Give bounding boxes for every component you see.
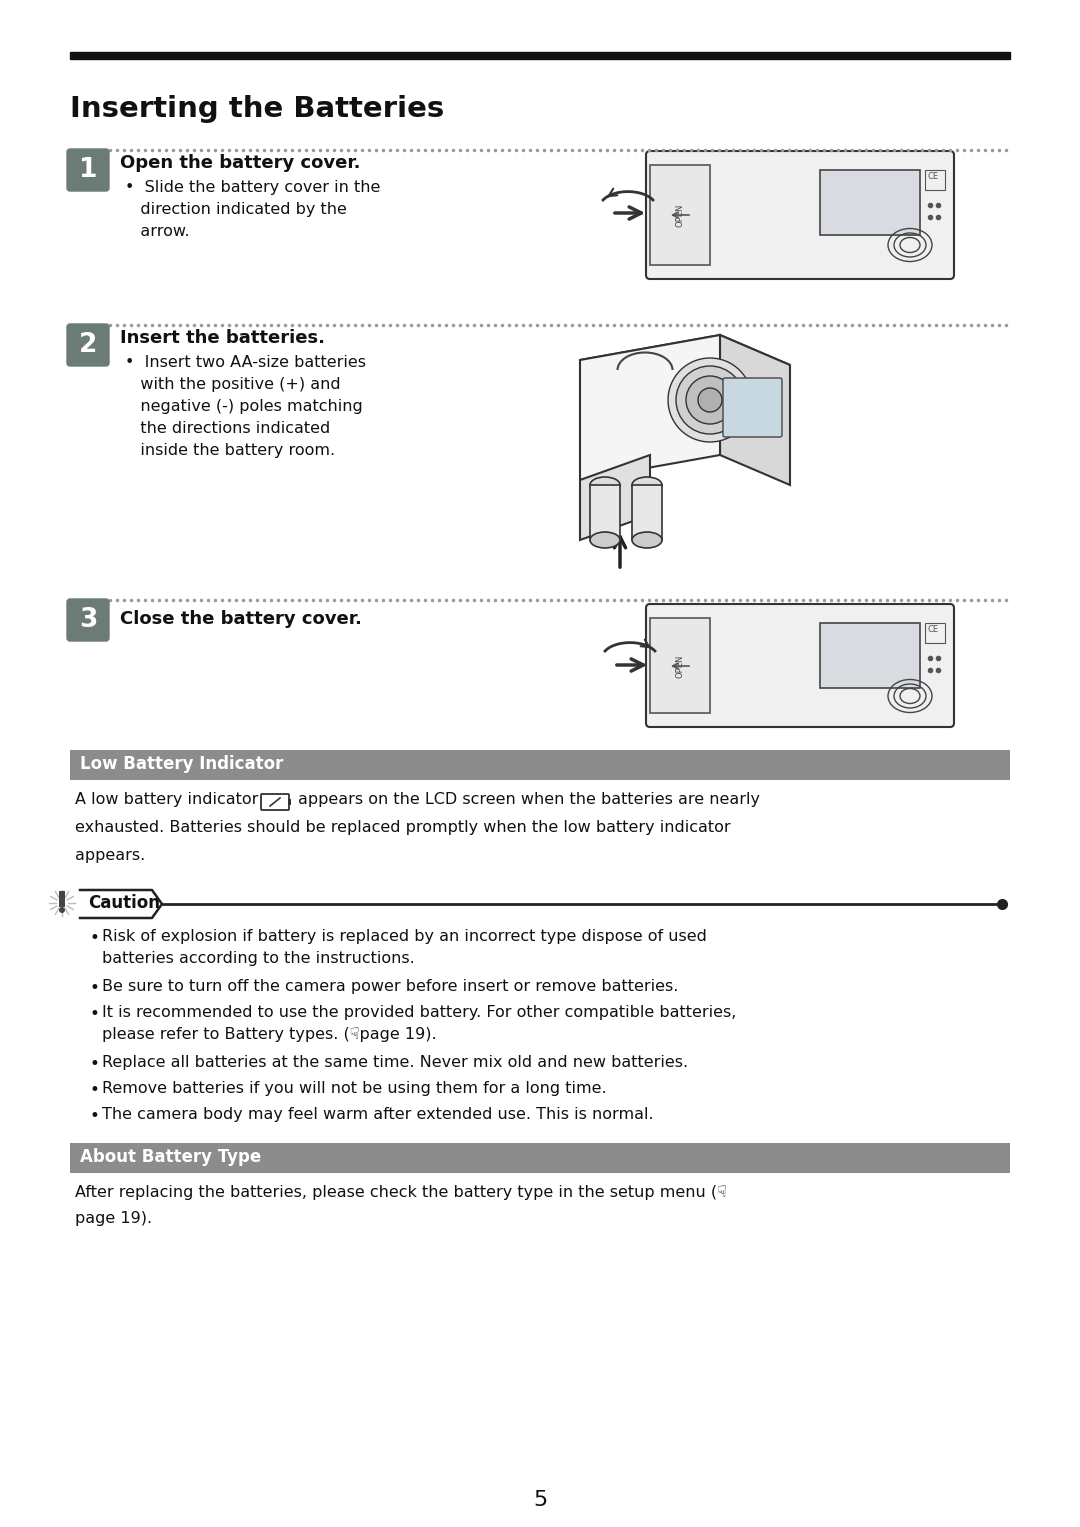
Text: It is recommended to use the provided battery. For other compatible batteries,: It is recommended to use the provided ba… bbox=[102, 1005, 737, 1020]
Text: •: • bbox=[90, 1107, 99, 1125]
FancyBboxPatch shape bbox=[67, 324, 109, 366]
Text: appears on the LCD screen when the batteries are nearly: appears on the LCD screen when the batte… bbox=[298, 793, 760, 806]
FancyBboxPatch shape bbox=[646, 151, 954, 279]
Text: •: • bbox=[90, 928, 99, 947]
Bar bbox=[820, 169, 920, 235]
Text: Inserting the Batteries: Inserting the Batteries bbox=[70, 95, 444, 124]
Bar bbox=[924, 169, 945, 189]
Text: Close the battery cover.: Close the battery cover. bbox=[120, 609, 362, 628]
Bar bbox=[650, 618, 710, 713]
Text: OPEN: OPEN bbox=[675, 203, 685, 226]
Polygon shape bbox=[80, 890, 162, 918]
Text: inside the battery room.: inside the battery room. bbox=[125, 443, 335, 458]
Ellipse shape bbox=[590, 476, 620, 493]
Text: CE: CE bbox=[927, 625, 939, 634]
Bar bbox=[59, 890, 65, 907]
Text: The camera body may feel warm after extended use. This is normal.: The camera body may feel warm after exte… bbox=[102, 1107, 653, 1122]
Ellipse shape bbox=[686, 376, 734, 425]
Text: 5: 5 bbox=[532, 1490, 548, 1510]
Bar bbox=[70, 52, 1010, 60]
Text: •: • bbox=[90, 1081, 99, 1099]
Text: Low Battery Indicator: Low Battery Indicator bbox=[80, 754, 283, 773]
Bar bbox=[924, 623, 945, 643]
FancyBboxPatch shape bbox=[67, 150, 109, 191]
Polygon shape bbox=[580, 455, 650, 541]
Bar bbox=[650, 165, 710, 266]
Bar bbox=[820, 623, 920, 689]
Bar bbox=[590, 486, 620, 541]
Text: arrow.: arrow. bbox=[125, 224, 190, 240]
Text: page 19).: page 19). bbox=[75, 1211, 152, 1226]
Text: please refer to Battery types. (☟page 19).: please refer to Battery types. (☟page 19… bbox=[102, 1028, 436, 1041]
Text: •  Slide the battery cover in the: • Slide the battery cover in the bbox=[125, 180, 380, 195]
Text: A low battery indicator: A low battery indicator bbox=[75, 793, 258, 806]
Circle shape bbox=[59, 907, 65, 913]
Text: 1: 1 bbox=[79, 157, 97, 183]
Polygon shape bbox=[580, 334, 720, 479]
Text: •: • bbox=[90, 979, 99, 997]
Text: •: • bbox=[90, 1005, 99, 1023]
Text: Risk of explosion if battery is replaced by an incorrect type dispose of used: Risk of explosion if battery is replaced… bbox=[102, 928, 707, 944]
Text: with the positive (+) and: with the positive (+) and bbox=[125, 377, 340, 392]
Bar bbox=[70, 750, 1010, 780]
Text: Be sure to turn off the camera power before insert or remove batteries.: Be sure to turn off the camera power bef… bbox=[102, 979, 678, 994]
Ellipse shape bbox=[632, 531, 662, 548]
Text: Caution: Caution bbox=[87, 893, 160, 912]
Ellipse shape bbox=[669, 357, 752, 441]
Text: 3: 3 bbox=[79, 608, 97, 634]
Text: direction indicated by the: direction indicated by the bbox=[125, 202, 347, 217]
Text: the directions indicated: the directions indicated bbox=[125, 421, 330, 437]
Ellipse shape bbox=[590, 531, 620, 548]
Text: negative (-) poles matching: negative (-) poles matching bbox=[125, 399, 363, 414]
Polygon shape bbox=[580, 334, 789, 389]
Text: CE: CE bbox=[927, 173, 939, 182]
Text: Insert the batteries.: Insert the batteries. bbox=[120, 328, 325, 347]
Bar bbox=[70, 1144, 1010, 1173]
Bar bbox=[288, 799, 291, 805]
Text: Remove batteries if you will not be using them for a long time.: Remove batteries if you will not be usin… bbox=[102, 1081, 607, 1096]
FancyBboxPatch shape bbox=[67, 599, 109, 641]
Text: •: • bbox=[90, 1055, 99, 1073]
Polygon shape bbox=[720, 334, 789, 486]
Ellipse shape bbox=[676, 366, 744, 434]
Text: After replacing the batteries, please check the battery type in the setup menu (: After replacing the batteries, please ch… bbox=[75, 1185, 727, 1200]
Text: •  Insert two AA-size batteries: • Insert two AA-size batteries bbox=[125, 354, 366, 370]
Bar bbox=[632, 486, 662, 541]
Ellipse shape bbox=[632, 476, 662, 493]
Ellipse shape bbox=[698, 388, 723, 412]
FancyBboxPatch shape bbox=[723, 379, 782, 437]
Text: exhausted. Batteries should be replaced promptly when the low battery indicator: exhausted. Batteries should be replaced … bbox=[75, 820, 731, 835]
Text: 2: 2 bbox=[79, 331, 97, 357]
Text: OPEN: OPEN bbox=[675, 654, 685, 678]
Text: appears.: appears. bbox=[75, 847, 145, 863]
Text: Open the battery cover.: Open the battery cover. bbox=[120, 154, 361, 173]
Text: About Battery Type: About Battery Type bbox=[80, 1148, 261, 1167]
Text: Replace all batteries at the same time. Never mix old and new batteries.: Replace all batteries at the same time. … bbox=[102, 1055, 688, 1070]
FancyBboxPatch shape bbox=[646, 605, 954, 727]
Text: batteries according to the instructions.: batteries according to the instructions. bbox=[102, 951, 415, 967]
